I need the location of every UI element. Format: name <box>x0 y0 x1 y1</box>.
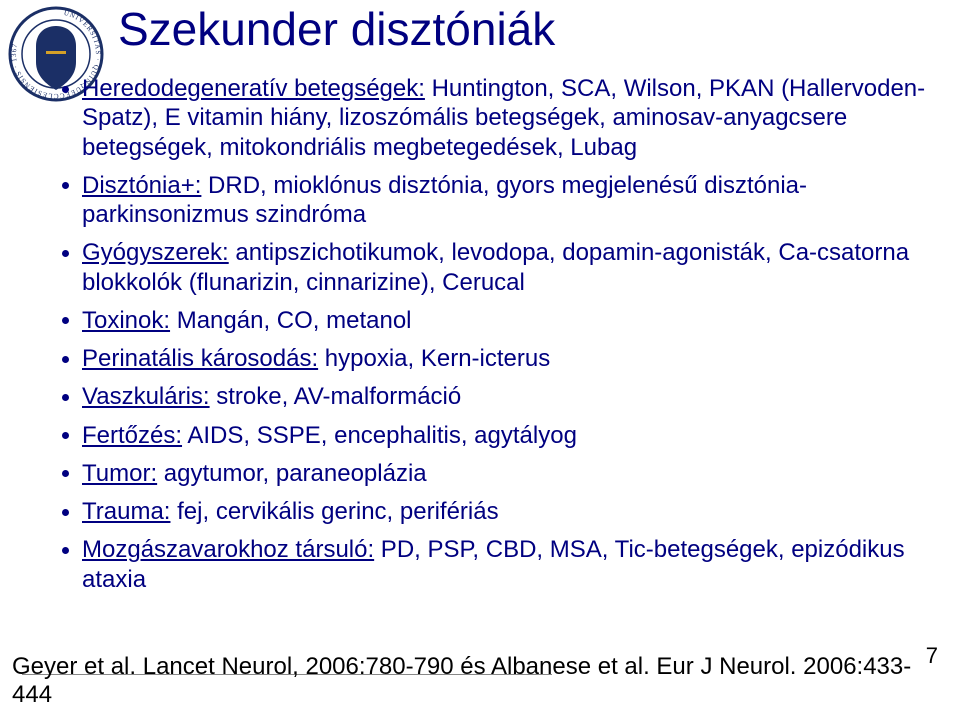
slide: UNIVERSITAS · QUINQUEECCLESIENSIS · 1367… <box>0 0 960 717</box>
bullet-lead: Gyógyszerek: <box>82 239 229 266</box>
bullet-item: Heredodegeneratív betegségek: Huntington… <box>52 74 942 162</box>
bullet-rest: agytumor, paraneoplázia <box>157 460 427 487</box>
bullet-item: Disztónia+: DRD, mioklónus disztónia, gy… <box>52 171 942 230</box>
bullet-rest: hypoxia, Kern-icterus <box>318 345 550 372</box>
bullet-lead: Toxinok: <box>82 307 170 334</box>
bullet-lead: Heredodegeneratív betegségek: <box>82 75 425 102</box>
bullet-rest: AIDS, SSPE, encephalitis, agytályog <box>182 422 577 449</box>
bullet-lead: Perinatális károsodás: <box>82 345 318 372</box>
bullet-item: Mozgászavarokhoz társuló: PD, PSP, CBD, … <box>52 535 942 594</box>
bullet-rest: Mangán, CO, metanol <box>170 307 411 334</box>
bullet-rest: fej, cervikális gerinc, perifériás <box>170 498 498 525</box>
bullet-lead: Vaszkuláris: <box>82 383 210 410</box>
bullet-item: Vaszkuláris: stroke, AV-malformáció <box>52 382 942 411</box>
bullet-lead: Fertőzés: <box>82 422 182 449</box>
bullet-item: Toxinok: Mangán, CO, metanol <box>52 306 942 335</box>
bullet-lead: Mozgászavarokhoz társuló: <box>82 536 374 563</box>
bullet-item: Trauma: fej, cervikális gerinc, periféri… <box>52 497 942 526</box>
bullet-item: Perinatális károsodás: hypoxia, Kern-ict… <box>52 344 942 373</box>
bullet-item: Gyógyszerek: antipszichotikumok, levodop… <box>52 238 942 297</box>
bullet-lead: Disztónia+: <box>82 172 201 199</box>
slide-body: Heredodegeneratív betegségek: Huntington… <box>52 74 942 603</box>
bullet-list: Heredodegeneratív betegségek: Huntington… <box>52 74 942 594</box>
bullet-rest: stroke, AV-malformáció <box>210 383 462 410</box>
slide-title: Szekunder disztóniák <box>118 2 555 56</box>
bullet-item: Tumor: agytumor, paraneoplázia <box>52 459 942 488</box>
bullet-lead: Trauma: <box>82 498 170 525</box>
bullet-lead: Tumor: <box>82 460 157 487</box>
footer-citation: Geyer et al. Lancet Neurol, 2006:780-790… <box>12 653 948 709</box>
bullet-item: Fertőzés: AIDS, SSPE, encephalitis, agyt… <box>52 421 942 450</box>
